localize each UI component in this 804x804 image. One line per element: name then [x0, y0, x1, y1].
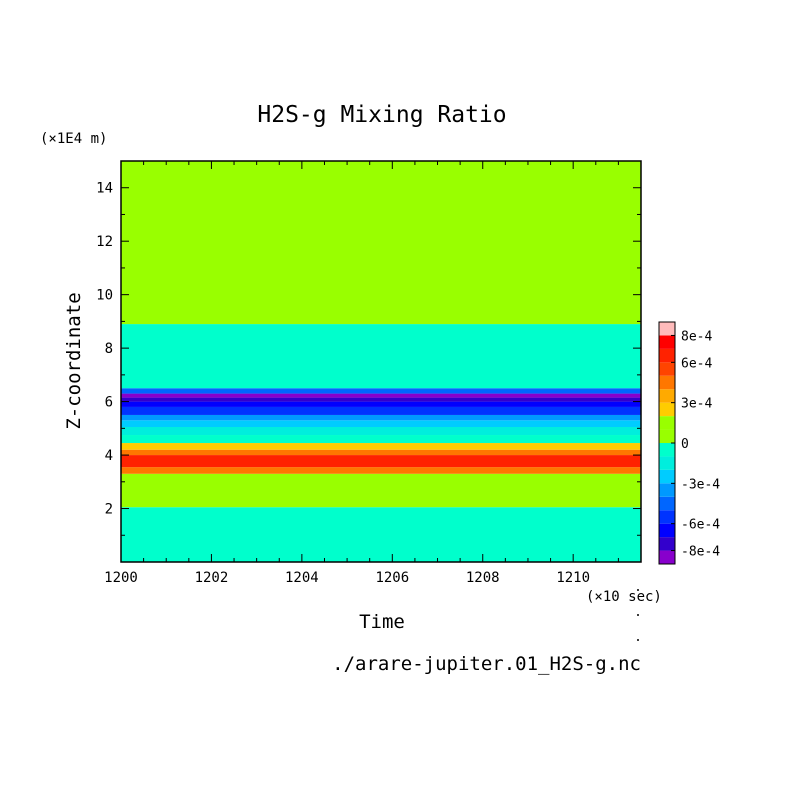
- colorbar-segment: [659, 550, 675, 564]
- contour-band: [121, 507, 641, 562]
- colorbar-segment: [659, 469, 675, 484]
- x-axis-label: Time: [359, 611, 405, 633]
- colorbar-tick-label: -8e-4: [681, 545, 720, 560]
- colorbar-tick-label: 6e-4: [681, 356, 712, 371]
- y-unit-label: (×1E4 m): [40, 131, 107, 147]
- colorbar-segment: [659, 375, 675, 390]
- x-tick-label: 1206: [375, 570, 409, 586]
- y-tick-label: 14: [96, 181, 113, 197]
- contour-band: [121, 420, 641, 427]
- x-tick-label: 1208: [466, 570, 500, 586]
- contour-band: [121, 388, 641, 394]
- colorbar-segment: [659, 443, 675, 457]
- y-tick-label: 2: [105, 502, 113, 518]
- colorbar-segment: [659, 348, 675, 363]
- y-tick-label: 12: [96, 234, 113, 250]
- y-tick-label: 10: [96, 288, 113, 304]
- y-tick-label: 6: [105, 395, 113, 411]
- contour-band: [121, 455, 641, 468]
- contour-band: [121, 414, 641, 421]
- source-file-label: ./arare-jupiter.01_H2S-g.nc: [332, 653, 641, 675]
- contour-band: [121, 473, 641, 508]
- contour-band: [121, 401, 641, 407]
- colorbar-segment: [659, 335, 675, 349]
- contour-band: [121, 393, 641, 398]
- colorbar-segment: [659, 483, 675, 497]
- colorbar-tick-label: -3e-4: [681, 477, 720, 492]
- contour-band: [121, 449, 641, 456]
- colorbar-segment: [659, 362, 675, 376]
- contour-band: [121, 426, 641, 436]
- colorbar-tick-label: 3e-4: [681, 397, 712, 412]
- colorbar-segment: [659, 496, 675, 511]
- decorative-dots: [637, 589, 639, 641]
- x-unit-label: (×10 sec): [586, 589, 662, 605]
- colorbar-segment: [659, 402, 675, 417]
- x-tick-label: 1210: [556, 570, 590, 586]
- contour-bands: [121, 161, 641, 562]
- contour-band: [121, 435, 641, 444]
- colorbar-segment: [659, 416, 675, 430]
- x-tick-label: 1200: [104, 570, 138, 586]
- contour-band: [121, 406, 641, 415]
- colorbar-segment: [659, 429, 675, 443]
- y-tick-label: 4: [105, 448, 113, 464]
- colorbar-segment: [659, 456, 675, 470]
- contour-band: [121, 161, 641, 325]
- contour-band: [121, 397, 641, 402]
- x-tick-label: 1204: [285, 570, 319, 586]
- contour-band: [121, 467, 641, 474]
- plot-frame: [120, 160, 642, 563]
- colorbar-segment: [659, 537, 675, 551]
- colorbar-segment: [659, 523, 675, 538]
- colorbar-segment: [659, 389, 675, 403]
- x-axis-ticks: 1200 1202 1204 1206 1208 1210: [104, 161, 619, 586]
- y-axis-ticks: 2 4 6 8 10 12 14: [96, 181, 641, 536]
- y-tick-label: 8: [105, 341, 113, 357]
- contour-band: [121, 443, 641, 450]
- colorbar-tick-label: -6e-4: [681, 518, 720, 533]
- colorbar-tick-label: 0: [681, 437, 689, 452]
- colorbar-segment: [659, 322, 675, 336]
- colorbar-segment: [659, 510, 675, 524]
- chart-title: H2S-g Mixing Ratio: [257, 102, 506, 128]
- colorbar-tick-label: 8e-4: [681, 329, 712, 344]
- colorbar: 8e-4 6e-4 3e-4 0 -3e-4 -6e-4 -8e-4: [658, 321, 720, 565]
- y-axis-label: Z-coordinate: [63, 292, 85, 429]
- contour-band: [121, 324, 641, 389]
- x-tick-label: 1202: [195, 570, 229, 586]
